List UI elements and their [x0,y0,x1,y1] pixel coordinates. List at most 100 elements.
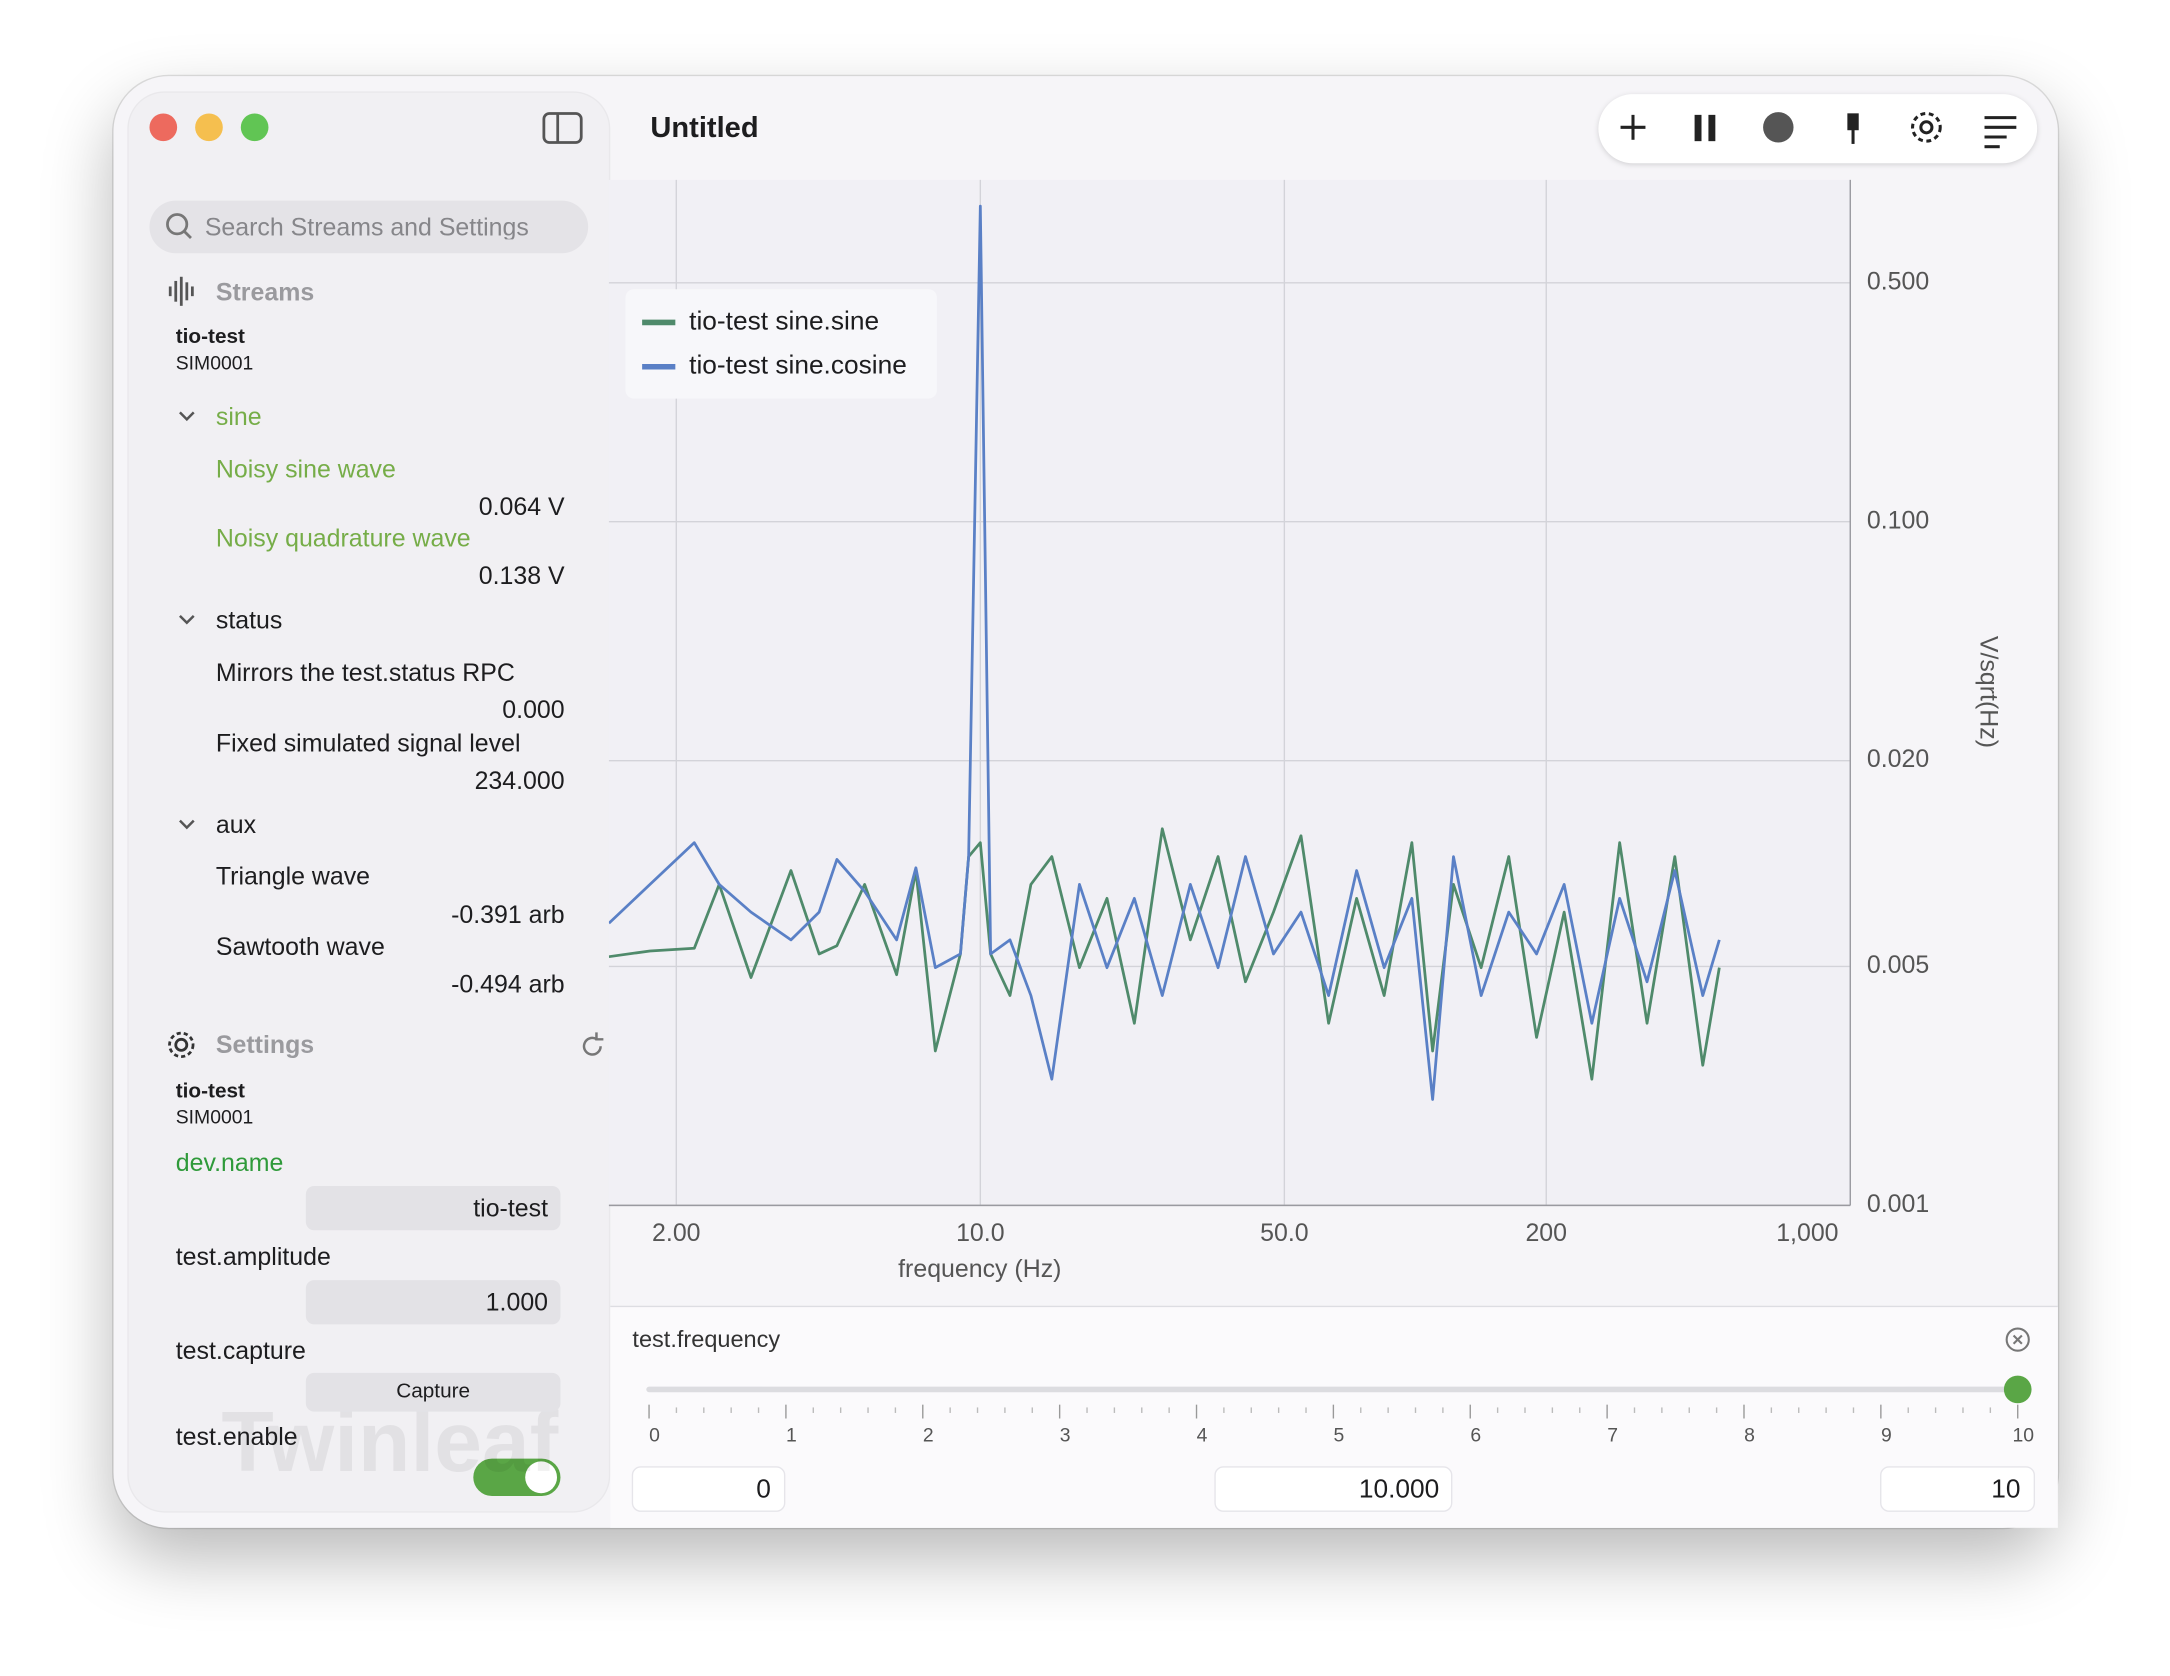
menu-button[interactable] [1984,116,2017,149]
group-name[interactable]: status [215,606,283,634]
section-heading: Streams [215,278,315,306]
slider-tick-label: 1 [786,1425,797,1447]
stream-label: Triangle wave [215,862,371,890]
window-title: Untitled [650,112,759,144]
series-lines [608,204,1721,1101]
series-line [608,827,1721,1081]
stream-label: Noisy quadrature wave [215,524,471,553]
slider-tick-label: 9 [1881,1425,1892,1447]
setting-name: test.enable [175,1422,298,1451]
watermark: Twinleaf [221,1394,559,1491]
stream-value: -0.494 arb [451,970,565,998]
settings-button[interactable] [1911,111,1942,143]
pause-button[interactable] [1694,114,1716,142]
toolbar-bg [1598,94,2038,164]
stream-value: 0.000 [502,696,565,724]
device-name: tio-test [175,325,245,349]
search-icon [166,213,192,240]
x-tick-label: 50.0 [1260,1219,1308,1247]
group-name[interactable]: sine [215,402,262,431]
slider-tick-label: 7 [1607,1425,1618,1447]
setting-name: dev.name [175,1148,284,1177]
setting-input[interactable] [305,1280,561,1325]
chevron[interactable] [179,411,195,422]
setting-input[interactable] [305,1186,561,1231]
legend: tio-test sine.sine tio-test sine.cosine [625,289,937,399]
legend-label: tio-test sine.sine [689,305,879,335]
y-tick-label: 0.001 [1867,1190,1929,1218]
stream-value: 0.138 V [478,561,565,590]
y-axis-label: V/sqrt(Hz) [1975,636,2003,748]
group-name[interactable]: aux [215,810,257,839]
record-button[interactable] [1763,112,1794,143]
sidebar-toggle[interactable] [542,112,583,144]
x-tick-label: 200 [1525,1219,1567,1247]
slider-tick-label: 5 [1334,1425,1345,1447]
setting-name: test.capture [175,1336,306,1365]
sidebar [128,92,609,1512]
stream-value: 234.000 [474,766,565,795]
chevron[interactable] [179,614,195,625]
minimize-button[interactable] [195,113,223,142]
value-input[interactable] [1214,1466,1453,1512]
close-button[interactable] [149,113,178,142]
slider-tick-label: 2 [923,1425,934,1447]
x-axis-label: frequency (Hz) [898,1255,1061,1283]
max-input[interactable] [1880,1466,2036,1512]
button-label: Capture [396,1379,471,1404]
slider-tick-label: 3 [1060,1425,1071,1447]
x-tick-label: 10.0 [956,1219,1004,1247]
slider-tick-label: 8 [1744,1425,1755,1447]
y-tick-label: 0.500 [1867,267,1929,295]
device-serial: SIM0001 [175,1105,254,1128]
legend-box [625,289,937,399]
slider-close[interactable] [2005,1327,2030,1352]
slider-knob[interactable] [2003,1375,2032,1404]
slider-tick-label: 0 [649,1425,660,1447]
min-input[interactable] [631,1466,786,1512]
stream-value: -0.391 arb [451,900,565,929]
setting-name: test.amplitude [175,1242,331,1271]
chevrons [179,411,195,830]
section-heading: Settings [215,1031,315,1059]
slider-tick-label: 6 [1470,1425,1481,1447]
x-tick-label: 2.00 [652,1219,700,1247]
y-tick-label: 0.005 [1867,951,1929,979]
legend-label: tio-test sine.cosine [689,350,907,380]
value-input-text: 10.000 [1359,1473,1439,1503]
y-tick-label: 0.100 [1867,506,1929,534]
chevron[interactable] [179,819,195,830]
search-placeholder: Search Streams and Settings [204,214,529,240]
add-button[interactable] [1620,114,1646,140]
setting-value: 1.000 [485,1288,549,1317]
stream-label: Fixed simulated signal level [215,729,521,757]
x-tick-label: 1,000 [1776,1219,1838,1247]
stream-label: Mirrors the test.status RPC [215,658,515,687]
stream-label: Sawtooth wave [215,932,385,961]
zoom-button[interactable] [240,113,269,142]
device-serial: SIM0001 [175,351,254,374]
capture-button[interactable]: Capture [305,1372,561,1412]
max-input-text: 10 [1991,1473,2020,1503]
toolbar [1598,94,2038,164]
series-line [608,204,1721,1101]
settings-icon [168,1031,195,1058]
refresh-icon[interactable] [582,1032,604,1056]
slider-label: test.frequency [632,1326,780,1352]
stream-value: 0.064 V [478,492,565,521]
min-input-text: 0 [756,1473,771,1503]
slider-tick-label: 10 [2012,1425,2034,1447]
slider-tick-label: 4 [1197,1425,1208,1447]
toggle-knob [525,1461,558,1494]
search-box[interactable] [149,200,589,254]
y-tick-label: 0.020 [1867,745,1929,773]
setting-value: tio-test [473,1194,549,1222]
marker-button[interactable] [1847,113,1859,144]
stream-label: Noisy sine wave [215,455,396,483]
device-name: tio-test [175,1079,245,1103]
streams-icon [168,276,194,306]
